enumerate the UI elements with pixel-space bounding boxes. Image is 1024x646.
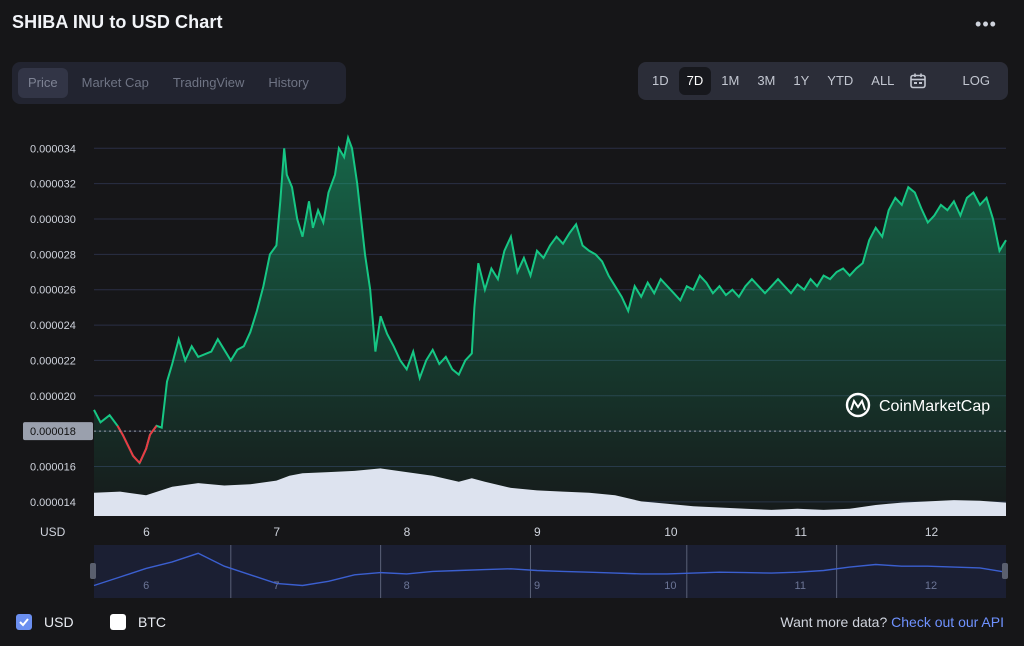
navigator-label: 10: [664, 580, 676, 592]
y-tick-label: 0.000022: [30, 355, 76, 367]
btc-checkbox[interactable]: [110, 614, 126, 630]
log-scale-toggle[interactable]: LOG: [962, 73, 990, 88]
volume-area: [94, 468, 1006, 516]
y-tick-label: 0.000026: [30, 285, 76, 297]
y-tick-label: 0.000032: [30, 179, 76, 191]
range-7d[interactable]: 7D: [678, 67, 712, 95]
price-line-up: [93, 134, 1007, 465]
navigator-handle-right[interactable]: [1002, 563, 1008, 579]
navigator-dividers: [230, 545, 838, 598]
y-tick-label: 0.000020: [30, 391, 76, 403]
watermark-text: CoinMarketCap: [879, 398, 990, 415]
navigator-label: 11: [795, 580, 806, 592]
legend-usd[interactable]: USD: [16, 614, 74, 630]
navigator-label: 12: [925, 580, 937, 592]
y-tick-label: 0.000034: [30, 143, 76, 155]
time-range-selector: 1D 7D 1M 3M 1Y YTD ALL LOG: [638, 62, 1008, 100]
tab-price[interactable]: Price: [18, 68, 68, 98]
range-all[interactable]: ALL: [871, 73, 895, 88]
x-tick-label: 6: [143, 525, 150, 539]
usd-label: USD: [44, 614, 74, 630]
navigator-label: 6: [143, 580, 149, 592]
page-title: SHIBA INU to USD Chart: [12, 12, 223, 32]
navigator-label: 8: [404, 580, 410, 592]
range-1y[interactable]: 1Y: [793, 73, 810, 88]
x-tick-label: 9: [534, 525, 541, 539]
api-text: Want more data?: [780, 614, 888, 630]
api-promo: Want more data? Check out our API: [780, 614, 1004, 630]
x-axis-unit: USD: [40, 525, 66, 539]
tab-market-cap[interactable]: Market Cap: [81, 75, 149, 90]
x-tick-label: 12: [925, 525, 939, 539]
y-tick-label: 0.000016: [30, 462, 76, 474]
calendar-icon[interactable]: [904, 67, 932, 95]
navigator-label: 7: [273, 580, 279, 592]
range-1d[interactable]: 1D: [652, 73, 669, 88]
coinmarketcap-logo-icon: [850, 398, 866, 411]
btc-label: BTC: [138, 614, 166, 630]
x-axis-labels: 6 7 8 9 10 11 12: [143, 525, 938, 539]
range-ytd[interactable]: YTD: [827, 73, 854, 88]
tab-tradingview[interactable]: TradingView: [172, 75, 245, 90]
x-tick-label: 10: [664, 525, 678, 539]
navigator-label: 9: [534, 580, 540, 592]
chart-type-tabs: Price Market Cap TradingView History: [12, 62, 346, 104]
coinmarketcap-watermark: CoinMarketCap: [845, 392, 990, 418]
price-line-down: [116, 425, 158, 464]
y-tick-label: 0.000030: [30, 214, 76, 226]
reference-label: 0.000018: [30, 426, 76, 438]
tab-history[interactable]: History: [268, 75, 309, 90]
check-icon: [19, 618, 29, 627]
legend-btc[interactable]: BTC: [110, 614, 166, 630]
price-area-fill: [94, 137, 1006, 516]
navigator-labels: 6 7 8 9 10 11 12: [143, 580, 937, 592]
y-tick-label: 0.000028: [30, 249, 76, 261]
navigator-line: [93, 552, 1007, 587]
x-tick-label: 7: [273, 525, 280, 539]
y-tick-label: 0.000014: [30, 497, 76, 509]
range-1m[interactable]: 1M: [721, 73, 740, 88]
usd-checkbox[interactable]: [16, 614, 32, 630]
y-axis-labels: 0.000014 0.000016 0.000018 0.000020 0.000022…: [30, 143, 76, 509]
x-tick-label: 8: [404, 525, 411, 539]
reference-badge: [23, 422, 93, 441]
range-3m[interactable]: 3M: [757, 73, 776, 88]
api-link[interactable]: Check out our API: [891, 614, 1004, 630]
more-options-icon[interactable]: •••: [975, 14, 997, 34]
y-tick-label: 0.000024: [30, 320, 76, 332]
x-tick-label: 11: [795, 525, 808, 539]
navigator-handle-left[interactable]: [90, 563, 96, 579]
